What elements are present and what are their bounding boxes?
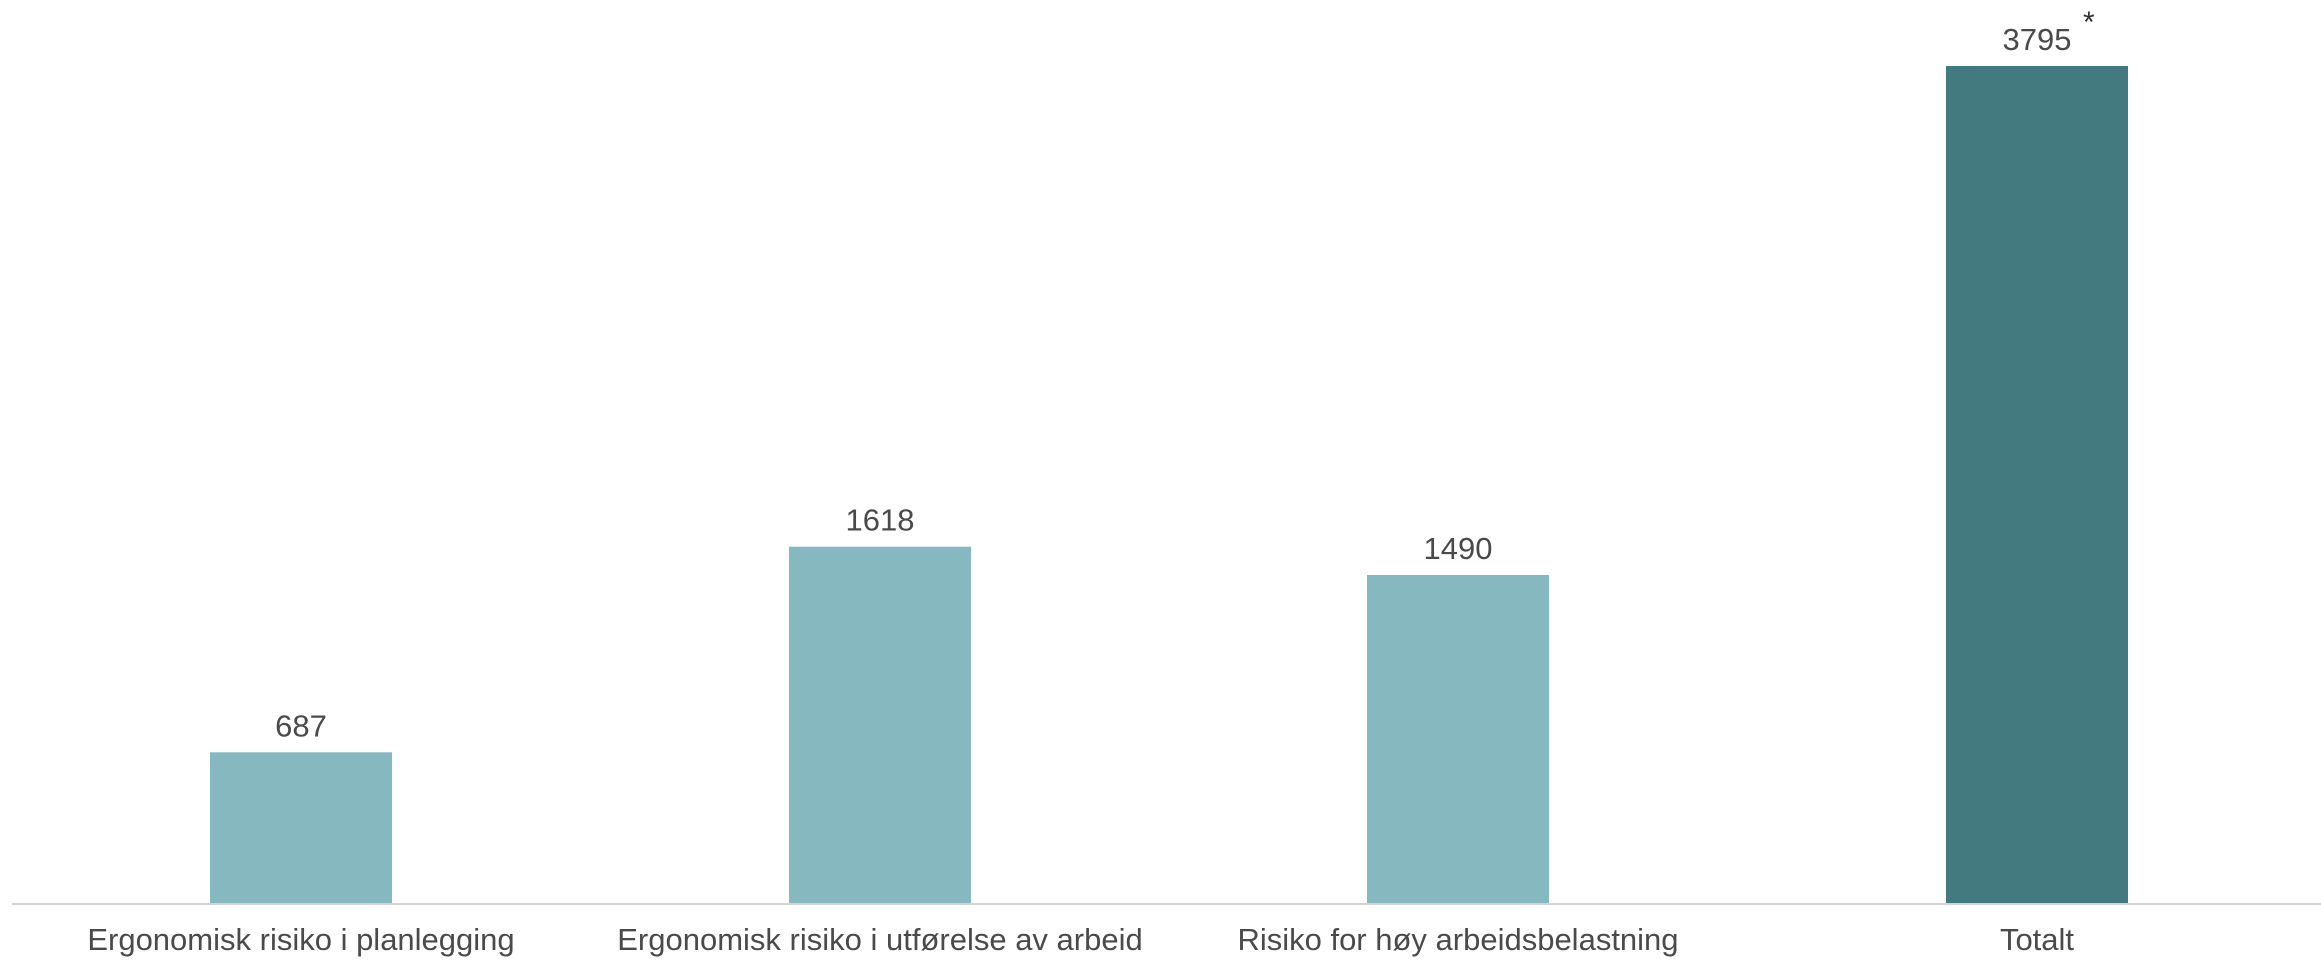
annotation-asterisk: *	[2083, 6, 2095, 39]
data-label-1: 687	[275, 708, 327, 743]
x-tick-label-2: Ergonomisk risiko i utførelse av arbeid	[617, 922, 1142, 957]
data-label-4: 3795	[2003, 22, 2072, 57]
data-label-3: 1490	[1424, 531, 1493, 566]
x-tick-label-1: Ergonomisk risiko i planlegging	[87, 922, 514, 957]
bar-1	[210, 752, 392, 904]
x-tick-label-4: Totalt	[2000, 922, 2074, 957]
bar-4	[1946, 66, 2128, 904]
data-labels-layer: 687 1618 1490 3795 *	[275, 6, 2095, 743]
bars-layer	[210, 66, 2128, 904]
x-tick-labels-layer: Ergonomisk risiko i planlegging Ergonomis…	[87, 922, 2074, 957]
bar-3	[1367, 574, 1549, 904]
x-tick-label-3: Risiko for høy arbeidsbelastning	[1237, 922, 1678, 957]
data-label-2: 1618	[846, 503, 915, 538]
bar-2	[789, 546, 971, 904]
